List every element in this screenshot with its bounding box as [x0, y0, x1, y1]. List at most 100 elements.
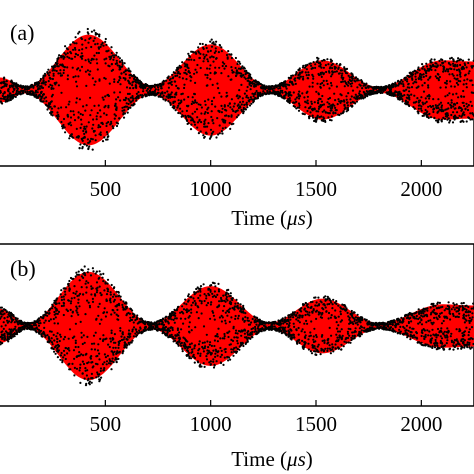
- data-point: [369, 85, 372, 88]
- data-point: [326, 82, 329, 86]
- data-point: [243, 76, 246, 79]
- data-point: [420, 334, 423, 338]
- data-point: [329, 81, 333, 85]
- data-point: [187, 309, 191, 312]
- data-point: [438, 103, 441, 106]
- data-point: [308, 314, 311, 317]
- data-point: [241, 317, 244, 320]
- data-point: [313, 327, 316, 330]
- data-point: [327, 105, 330, 108]
- data-point: [341, 303, 344, 306]
- data-point: [75, 305, 78, 308]
- data-point: [349, 101, 352, 104]
- data-point: [445, 307, 448, 310]
- data-point: [312, 116, 315, 119]
- data-point: [323, 109, 326, 112]
- data-point: [18, 92, 21, 95]
- data-point: [85, 144, 88, 147]
- data-point: [3, 91, 6, 94]
- data-point: [332, 71, 335, 74]
- data-point: [328, 87, 331, 90]
- data-point: [94, 80, 97, 83]
- data-point: [127, 329, 131, 332]
- data-point: [103, 76, 106, 80]
- data-point: [151, 322, 155, 325]
- data-point: [206, 50, 210, 53]
- data-point: [59, 69, 62, 72]
- data-point: [50, 87, 53, 90]
- data-point: [278, 327, 281, 330]
- data-point: [227, 75, 230, 78]
- data-point: [422, 103, 425, 106]
- data-point: [206, 125, 209, 128]
- data-point: [196, 116, 199, 119]
- data-point: [10, 330, 13, 334]
- data-point: [74, 52, 77, 56]
- data-point: [220, 72, 223, 75]
- data-point: [63, 335, 67, 339]
- data-point: [437, 79, 440, 82]
- data-point: [258, 320, 261, 323]
- data-point: [271, 88, 274, 91]
- data-point: [448, 121, 451, 124]
- data-point: [291, 83, 294, 86]
- data-point: [113, 333, 116, 336]
- data-point: [421, 67, 424, 70]
- data-point: [422, 114, 425, 117]
- data-point: [160, 323, 163, 326]
- data-point: [227, 359, 230, 362]
- data-point: [9, 98, 12, 102]
- data-point: [137, 81, 141, 84]
- panel-a-label: (a): [10, 20, 34, 45]
- data-point: [220, 353, 223, 356]
- data-point: [105, 124, 108, 128]
- data-point: [333, 70, 337, 73]
- data-point: [13, 82, 16, 85]
- data-point: [95, 376, 98, 379]
- data-point: [150, 93, 153, 96]
- data-point: [325, 310, 328, 313]
- data-point: [420, 105, 423, 108]
- data-point: [183, 83, 186, 86]
- data-point: [212, 349, 215, 352]
- data-point: [197, 296, 200, 300]
- data-point: [179, 342, 182, 345]
- data-point: [223, 305, 226, 308]
- data-point: [380, 91, 384, 94]
- data-point: [466, 105, 469, 108]
- data-point: [77, 136, 80, 139]
- data-point: [97, 104, 100, 107]
- data-point: [448, 62, 451, 65]
- data-point: [212, 56, 215, 59]
- data-point: [235, 346, 238, 349]
- data-point: [354, 316, 357, 319]
- data-point: [246, 319, 249, 322]
- data-point: [83, 127, 86, 130]
- data-point: [92, 123, 95, 126]
- data-point: [305, 74, 308, 77]
- data-point: [75, 127, 78, 130]
- data-point: [199, 290, 202, 293]
- data-point: [182, 344, 185, 347]
- data-point: [114, 295, 118, 298]
- data-point: [107, 362, 111, 365]
- data-point: [339, 63, 342, 66]
- data-point: [216, 333, 219, 336]
- data-point: [35, 95, 38, 99]
- data-point: [411, 314, 414, 317]
- data-point: [343, 304, 346, 307]
- data-point: [427, 116, 430, 119]
- data-point: [102, 334, 105, 337]
- data-point: [471, 112, 474, 115]
- data-point: [305, 101, 308, 104]
- data-point: [465, 311, 468, 314]
- data-point: [154, 325, 158, 328]
- data-point: [56, 62, 59, 65]
- data-point: [433, 316, 436, 319]
- data-point: [129, 96, 132, 99]
- data-point: [236, 339, 239, 342]
- data-point: [75, 309, 78, 312]
- data-point: [84, 353, 87, 356]
- data-point: [193, 92, 196, 95]
- data-point: [197, 132, 200, 135]
